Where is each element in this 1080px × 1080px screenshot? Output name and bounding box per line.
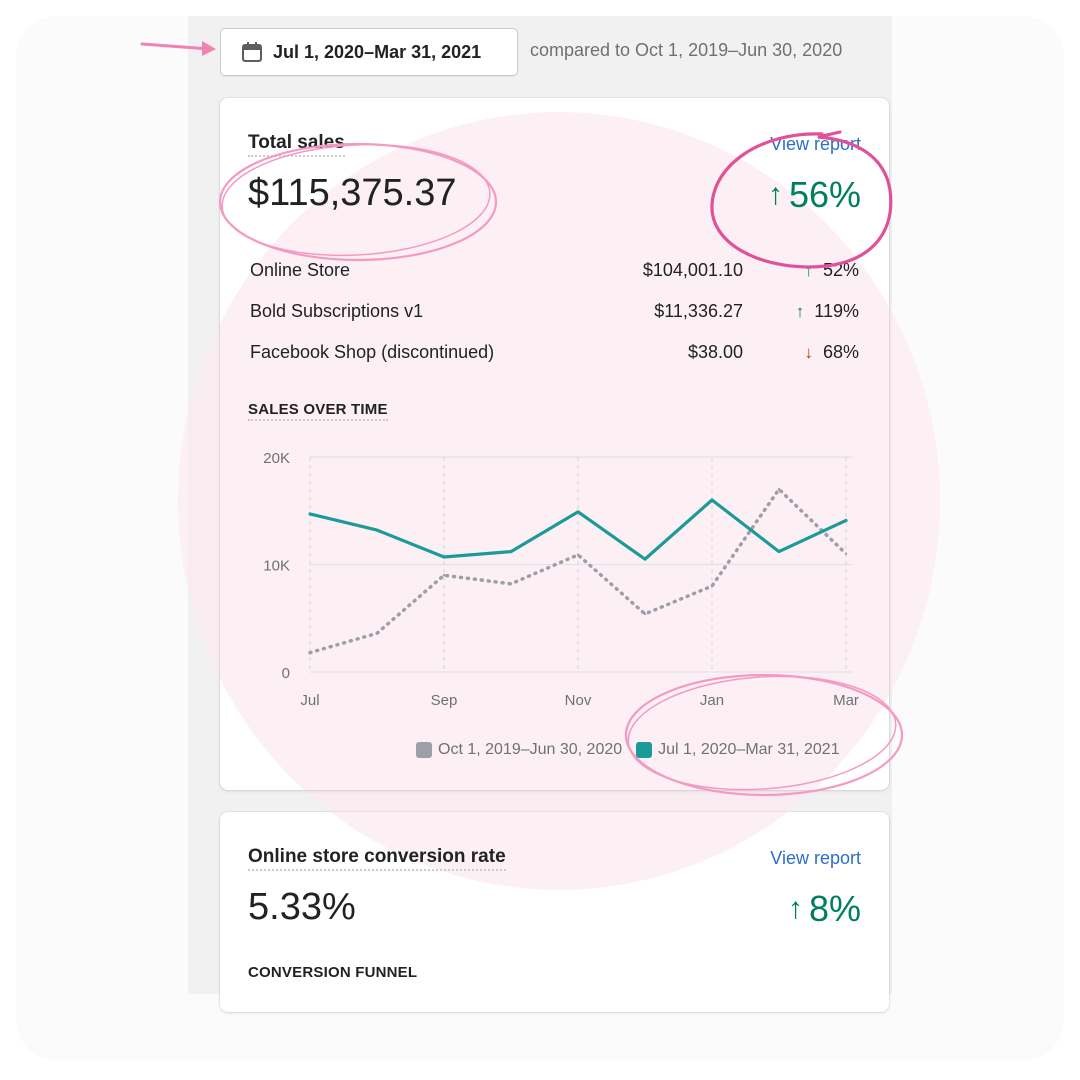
breakdown-row: Facebook Shop (discontinued) $38.00 ↓ 68… <box>248 338 861 379</box>
data-point-previous <box>576 553 580 557</box>
arrow-up-icon: ↑ <box>804 260 813 280</box>
conversion-rate-change-value: 8% <box>808 888 861 929</box>
data-point-current <box>777 550 781 553</box>
date-range-button[interactable]: Jul 1, 2020–Mar 31, 2021 <box>220 28 518 76</box>
x-tick-label: Jan <box>700 692 724 709</box>
legend-item-current[interactable]: Jul 1, 2020–Mar 31, 2021 <box>636 741 840 759</box>
date-range-label: Jul 1, 2020–Mar 31, 2021 <box>273 41 482 62</box>
legend-swatch-current <box>636 742 653 758</box>
y-tick-label: 10K <box>263 558 290 575</box>
conversion-rate-change: ↑ 8% <box>788 888 861 930</box>
data-point-current <box>643 557 647 561</box>
y-tick-label: 0 <box>282 665 290 682</box>
data-point-previous <box>375 632 379 635</box>
channel-change-value: 68% <box>822 342 859 362</box>
channel-change: ↓ 68% <box>804 342 859 363</box>
data-point-previous <box>509 582 513 586</box>
channel-amount: $38.00 <box>687 342 743 362</box>
channel-name: Online Store <box>250 260 351 280</box>
channel-name: Facebook Shop (discontinued) <box>250 342 495 362</box>
data-point-current <box>308 512 312 516</box>
data-point-previous <box>710 584 714 588</box>
series-line-previous <box>308 487 848 655</box>
arrow-down-icon: ↓ <box>804 342 813 362</box>
x-tick-label: Nov <box>565 692 592 709</box>
data-point-current <box>710 498 714 502</box>
x-tick-label: Sep <box>431 692 458 709</box>
annotation-arrow-icon <box>140 41 216 56</box>
data-point-previous <box>777 488 781 491</box>
legend-item-previous[interactable]: Oct 1, 2019–Jun 30, 2020 <box>416 741 622 759</box>
conversion-rate-title[interactable]: Online store conversion rate <box>248 846 506 871</box>
chart-legend: Oct 1, 2019–Jun 30, 2020 Jul 1, 2020–Mar… <box>416 741 840 759</box>
data-point-previous <box>308 651 312 654</box>
x-tick-label: Mar <box>833 692 859 709</box>
legend-label-current: Jul 1, 2020–Mar 31, 2021 <box>658 741 840 758</box>
conversion-rate-value: 5.33% <box>248 886 356 928</box>
comparison-period-text: compared to Oct 1, 2019–Jun 30, 2020 <box>530 40 843 60</box>
legend-swatch-previous <box>416 742 432 758</box>
data-point-previous <box>442 574 446 577</box>
arrow-up-icon: ↑ <box>787 892 803 925</box>
channel-amount: $11,336.27 <box>654 301 743 321</box>
y-tick-label: 20K <box>263 450 290 467</box>
total-sales-card: Total sales View report $115,375.37 ↑ 56… <box>220 98 889 790</box>
data-point-previous <box>643 612 647 616</box>
sales-over-time-label[interactable]: SALES OVER TIME <box>248 401 388 421</box>
conversion-view-report-link[interactable]: View report <box>770 848 861 868</box>
channel-change-value: 119% <box>814 301 859 321</box>
channel-name: Bold Subscriptions v1 <box>250 301 424 321</box>
data-point-previous <box>844 552 848 555</box>
arrow-up-icon: ↑ <box>795 301 805 321</box>
legend-label-previous: Oct 1, 2019–Jun 30, 2020 <box>438 741 623 758</box>
data-point-current <box>576 510 580 514</box>
data-point-current <box>442 555 446 559</box>
calendar-icon <box>242 42 262 62</box>
data-point-current <box>509 550 513 553</box>
sales-over-time-chart: 20K 10K 0 Jul Sep Nov Jan Mar <box>263 450 859 709</box>
data-point-current <box>375 528 379 532</box>
data-point-current <box>844 519 848 522</box>
channel-change: ↑ 119% <box>796 301 859 322</box>
x-tick-label: Jul <box>300 692 319 709</box>
conversion-funnel-label: CONVERSION FUNNEL <box>248 964 418 981</box>
conversion-rate-card: Online store conversion rate View report… <box>220 812 889 1012</box>
breakdown-row: Bold Subscriptions v1 $11,336.27 ↑ 119% <box>248 297 861 338</box>
